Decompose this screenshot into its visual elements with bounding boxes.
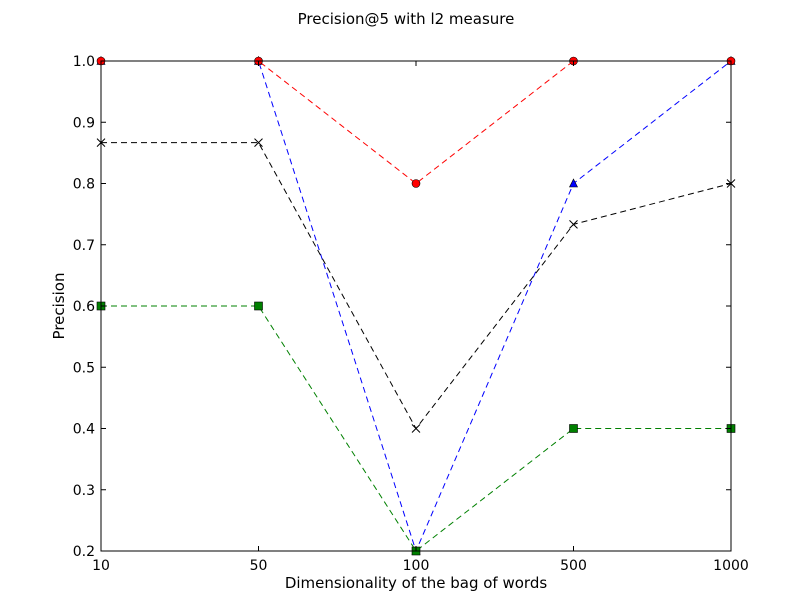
plot-area — [96, 55, 736, 556]
y-tick-label: 0.8 — [73, 177, 95, 193]
y-tick-label: 0.2 — [73, 544, 95, 560]
x-tick-label: 1000 — [713, 558, 749, 574]
y-tick-label: 0.6 — [73, 299, 95, 315]
series-3-point — [411, 424, 421, 433]
x-tick-label: 100 — [403, 558, 430, 574]
y-axis-title: Precision — [50, 273, 68, 340]
series-3 — [96, 138, 736, 433]
x-tick-label: 500 — [560, 558, 587, 574]
x-axis-title: Dimensionality of the bag of words — [285, 574, 547, 592]
y-tick-label: 0.9 — [73, 115, 95, 131]
series-2-line — [101, 60, 731, 185]
x-tick-label: 50 — [250, 558, 268, 574]
x-axis: 10 50 100 500 1000 — [92, 61, 749, 574]
chart-title: Precision@5 with l2 measure — [298, 10, 515, 28]
y-axis: 0.2 0.3 0.4 0.5 0.6 0.7 0.8 0.9 1.0 — [73, 54, 731, 560]
series-2 — [96, 56, 736, 188]
series-4-line — [101, 305, 731, 552]
y-tick-label: 0.3 — [73, 483, 95, 499]
y-tick-label: 0.5 — [73, 360, 95, 376]
series-1-point — [569, 178, 578, 188]
series-2-point — [411, 179, 421, 188]
series-4-point — [569, 424, 578, 433]
y-tick-label: 1.0 — [73, 54, 95, 70]
x-tick-label: 10 — [92, 558, 110, 574]
series-3-point — [569, 220, 578, 229]
series-3-point — [254, 138, 263, 147]
y-tick-label: 0.4 — [73, 422, 95, 438]
series-4-point — [254, 301, 263, 311]
y-tick-label: 0.7 — [73, 238, 95, 254]
